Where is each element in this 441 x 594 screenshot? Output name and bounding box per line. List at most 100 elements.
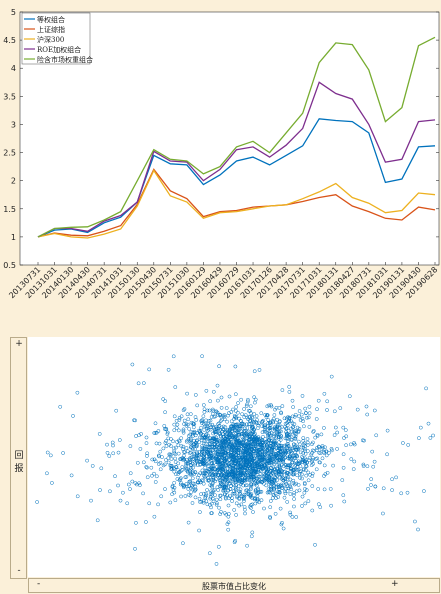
scatter-point <box>283 491 288 496</box>
scatter-point <box>279 472 283 477</box>
scatter-point <box>252 420 256 424</box>
scatter-point <box>145 465 149 470</box>
scatter-point <box>156 453 161 458</box>
scatter-point <box>266 418 271 422</box>
scatter-point <box>352 442 357 447</box>
scatter-point <box>219 447 224 452</box>
y-tick-label: 0.5 <box>3 261 16 270</box>
scatter-point <box>252 441 256 446</box>
scatter-point <box>265 424 270 429</box>
scatter-point <box>246 429 251 434</box>
scatter-point <box>185 467 190 471</box>
scatter-point <box>188 412 193 416</box>
scatter-point <box>172 422 177 427</box>
scatter-point <box>273 475 277 479</box>
scatter-point <box>230 463 234 468</box>
scatter-point <box>405 490 410 495</box>
scatter-point <box>360 438 365 443</box>
scatter-point <box>233 392 238 397</box>
scatter-point <box>170 492 174 497</box>
scatter-point <box>172 480 177 485</box>
scatter-point <box>255 480 260 485</box>
scatter-point <box>222 417 227 422</box>
scatter-point <box>144 465 149 469</box>
scatter-point <box>210 481 215 486</box>
scatter-point <box>184 422 189 427</box>
scatter-point <box>156 502 160 507</box>
scatter-point <box>310 474 315 478</box>
scatter-point <box>302 482 307 486</box>
scatter-point <box>173 498 178 503</box>
y-tick-label: 4 <box>11 64 16 73</box>
scatter-point <box>299 445 304 450</box>
scatter-point <box>210 411 215 416</box>
scatter-point <box>135 460 140 465</box>
scatter-point <box>242 505 247 509</box>
scatter-point <box>270 457 275 461</box>
scatter-point <box>192 431 197 435</box>
scatter-point <box>166 436 171 441</box>
legend-entry: ROE加权组合 <box>37 45 81 54</box>
scatter-point <box>283 476 288 481</box>
scatter-point <box>231 483 236 488</box>
scatter-point <box>241 439 245 444</box>
scatter-point <box>199 492 203 497</box>
scatter-point <box>287 434 292 439</box>
scatter-point <box>206 464 211 468</box>
scatter-point <box>177 438 181 443</box>
scatter-point <box>279 443 283 448</box>
scatter-point <box>205 428 210 433</box>
scatter-point <box>304 457 309 462</box>
scatter-point <box>273 454 278 459</box>
scatter-point <box>269 439 274 444</box>
scatter-point <box>188 479 193 484</box>
scatter-point <box>149 465 154 470</box>
scatter-point <box>225 419 229 424</box>
scatter-point <box>256 463 260 467</box>
scatter-point <box>256 437 260 442</box>
scatter-point <box>233 434 238 439</box>
scatter-point <box>331 463 335 468</box>
scatter-point <box>213 414 218 419</box>
scatter-point <box>184 461 189 466</box>
scatter-point <box>252 412 257 416</box>
scatter-point <box>329 374 334 379</box>
scatter-point <box>274 427 279 431</box>
scatter-point <box>278 446 282 451</box>
scatter-point <box>302 481 307 485</box>
scatter-point <box>184 446 189 450</box>
scatter-point <box>185 449 190 454</box>
scatter-point <box>218 431 222 436</box>
scatter-point <box>223 492 227 496</box>
scatter-point <box>138 447 143 451</box>
y-axis-label: 回报 <box>14 451 24 474</box>
scatter-point <box>288 512 293 517</box>
y-tick-label: 2 <box>11 177 16 186</box>
scatter-point <box>128 471 133 476</box>
scatter-point <box>238 447 243 451</box>
scatter-point <box>207 441 212 446</box>
scatter-point <box>98 488 102 492</box>
scatter-point <box>293 453 297 458</box>
scatter-point <box>347 394 352 399</box>
scatter-point <box>241 483 246 488</box>
scatter-point <box>227 411 231 415</box>
scatter-point <box>214 429 219 434</box>
scatter-point <box>231 453 235 458</box>
scatter-point <box>209 511 214 516</box>
scatter-point <box>221 469 225 474</box>
scatter-point <box>279 429 283 434</box>
scatter-point <box>369 477 374 481</box>
scatter-point <box>204 388 209 393</box>
scatter-point <box>289 419 294 424</box>
scatter-point <box>163 410 167 415</box>
scatter-point <box>341 452 346 457</box>
scatter-point <box>218 484 222 488</box>
scatter-point <box>279 453 283 458</box>
scatter-point <box>237 424 242 429</box>
x-axis: 2013073120131031201401302014043020140731… <box>7 262 439 300</box>
scatter-point <box>249 470 254 474</box>
scatter-point <box>340 478 345 482</box>
scatter-point <box>191 422 196 427</box>
scatter-point <box>280 486 285 490</box>
